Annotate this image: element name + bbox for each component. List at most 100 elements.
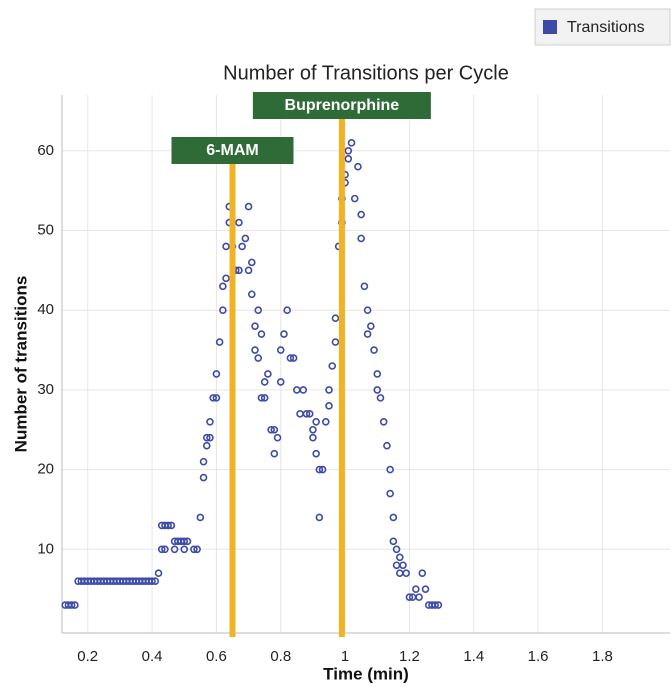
y-tick-label: 60 <box>37 142 54 159</box>
point <box>360 282 369 291</box>
point <box>247 290 256 299</box>
x-tick-label: 0.6 <box>206 648 227 665</box>
point <box>199 457 208 466</box>
point <box>309 433 317 442</box>
point <box>315 513 324 522</box>
x-tick-label: 1.2 <box>399 648 420 665</box>
x-tick-label: 1.8 <box>592 648 613 665</box>
point <box>283 306 291 315</box>
y-tick-label: 20 <box>37 461 54 478</box>
point <box>350 194 359 203</box>
point <box>402 569 411 578</box>
point <box>270 425 279 434</box>
point <box>386 465 394 474</box>
point <box>373 370 382 378</box>
point <box>270 449 279 458</box>
point <box>154 569 163 578</box>
annotation-label: 6-MAM <box>206 142 258 159</box>
point <box>434 601 443 609</box>
point <box>257 394 266 402</box>
point <box>222 274 230 283</box>
x-tick-label: 1.6 <box>528 648 549 665</box>
point <box>180 545 189 554</box>
chart-title: Number of Transitions per Cycle <box>223 62 509 84</box>
legend-box <box>534 8 671 46</box>
point <box>196 513 205 522</box>
point <box>235 218 243 227</box>
point <box>244 202 253 211</box>
point <box>247 258 256 267</box>
y-tick-label: 10 <box>37 540 54 557</box>
point <box>257 330 266 338</box>
point <box>367 322 375 330</box>
point <box>276 346 285 354</box>
point <box>202 433 211 442</box>
x-tick-label: 0.2 <box>77 648 98 665</box>
point <box>67 601 76 609</box>
annotation-box <box>171 137 294 164</box>
point <box>260 378 269 386</box>
point <box>238 242 246 251</box>
point <box>260 394 269 402</box>
point <box>354 162 362 171</box>
point <box>386 489 394 498</box>
annotation-label: Buprenorphine <box>285 97 400 114</box>
point <box>389 537 398 546</box>
point <box>344 146 353 155</box>
point <box>264 370 272 378</box>
x-tick-label: 0.4 <box>142 648 163 665</box>
point <box>180 537 189 546</box>
point <box>199 473 208 482</box>
point <box>254 306 263 315</box>
point <box>157 545 166 554</box>
point <box>148 577 156 585</box>
point <box>305 410 314 418</box>
point <box>392 561 401 570</box>
point <box>315 465 324 474</box>
point <box>215 338 224 346</box>
point <box>331 314 340 322</box>
point <box>244 266 253 275</box>
point <box>219 282 227 291</box>
point <box>299 386 308 394</box>
point <box>312 417 320 426</box>
x-axis-label: Time (min) <box>323 664 409 683</box>
point <box>412 585 420 593</box>
point <box>222 242 230 251</box>
point <box>405 593 414 601</box>
point <box>370 346 378 354</box>
point <box>161 545 169 554</box>
legend-swatch <box>543 20 557 34</box>
y-tick-label: 50 <box>37 221 54 238</box>
point <box>321 417 330 426</box>
point <box>328 362 337 370</box>
point <box>167 521 176 530</box>
point <box>392 545 401 554</box>
point <box>395 553 404 562</box>
point <box>357 210 365 219</box>
point <box>241 234 250 243</box>
point <box>389 513 398 522</box>
point <box>357 234 365 243</box>
point <box>421 585 430 593</box>
point <box>296 410 304 418</box>
point <box>267 425 275 434</box>
point <box>170 545 179 554</box>
point <box>289 354 298 362</box>
point <box>418 569 427 578</box>
point <box>325 386 333 394</box>
x-tick-label: 0.8 <box>270 648 291 665</box>
point <box>347 139 356 147</box>
annotation-box <box>252 92 431 119</box>
y-tick-label: 40 <box>37 301 54 318</box>
point <box>312 449 320 458</box>
point <box>344 154 353 163</box>
y-tick-label: 30 <box>37 381 54 398</box>
x-tick-label: 1.4 <box>463 648 484 665</box>
legend-label: Transitions <box>567 19 645 36</box>
point <box>363 306 372 315</box>
point <box>235 266 243 275</box>
point <box>193 545 201 554</box>
